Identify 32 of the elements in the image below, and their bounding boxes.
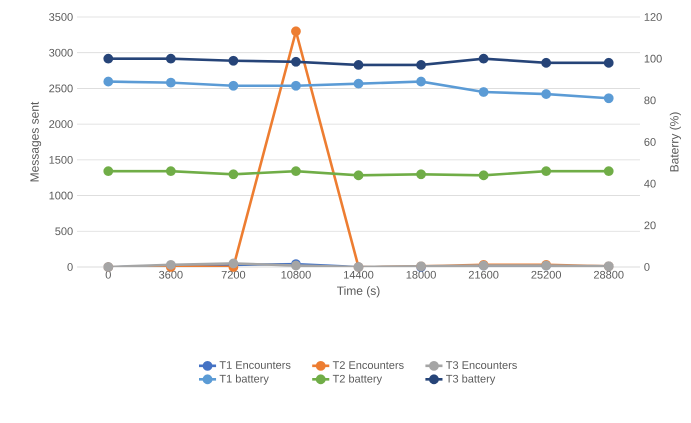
x-tick-label: 18000 <box>406 270 436 279</box>
x-tick-label: 25200 <box>531 270 562 279</box>
legend-label: T1 battery <box>220 374 269 385</box>
y2-tick-label: 20 <box>644 221 656 230</box>
y-tick-label: 1000 <box>50 192 73 200</box>
legend-label: T3 battery <box>446 374 496 385</box>
y-tick-label: 3000 <box>49 48 73 57</box>
x-tick-label: 7200 <box>222 270 246 279</box>
x-axis-title: Time (s) <box>336 286 380 298</box>
legend-label: T3 Encounters <box>446 361 517 369</box>
legend-label: T1 Encounters <box>220 361 290 369</box>
y2-tick-label: 60 <box>644 138 656 146</box>
x-tick-label: 14400 <box>344 270 374 279</box>
x-tick-label: 10800 <box>281 270 311 279</box>
y2-tick-label: 40 <box>644 180 656 188</box>
y2-tick-label: 120 <box>644 13 662 21</box>
legend-label: T2 battery <box>332 374 382 385</box>
y-tick-label: 1500 <box>50 156 73 164</box>
y2-tick-label: 100 <box>644 54 662 63</box>
x-tick-label: 3600 <box>159 270 183 279</box>
y2-axis-title: Baterry (%) <box>670 112 681 172</box>
y-tick-label: 3500 <box>49 13 73 21</box>
y2-tick-label: 0 <box>644 263 650 271</box>
y-tick-label: 2500 <box>49 84 73 92</box>
y2-tick-label: 80 <box>644 96 656 104</box>
x-tick-label: 21600 <box>468 270 498 279</box>
y-tick-label: 2000 <box>49 120 73 128</box>
y-tick-label: 500 <box>55 227 73 236</box>
x-tick-label: 28800 <box>594 270 624 279</box>
y-axis-title: Messages sent <box>30 102 42 182</box>
y-tick-label: 0 <box>67 263 73 271</box>
legend-label: T2 Encounters <box>332 361 404 369</box>
